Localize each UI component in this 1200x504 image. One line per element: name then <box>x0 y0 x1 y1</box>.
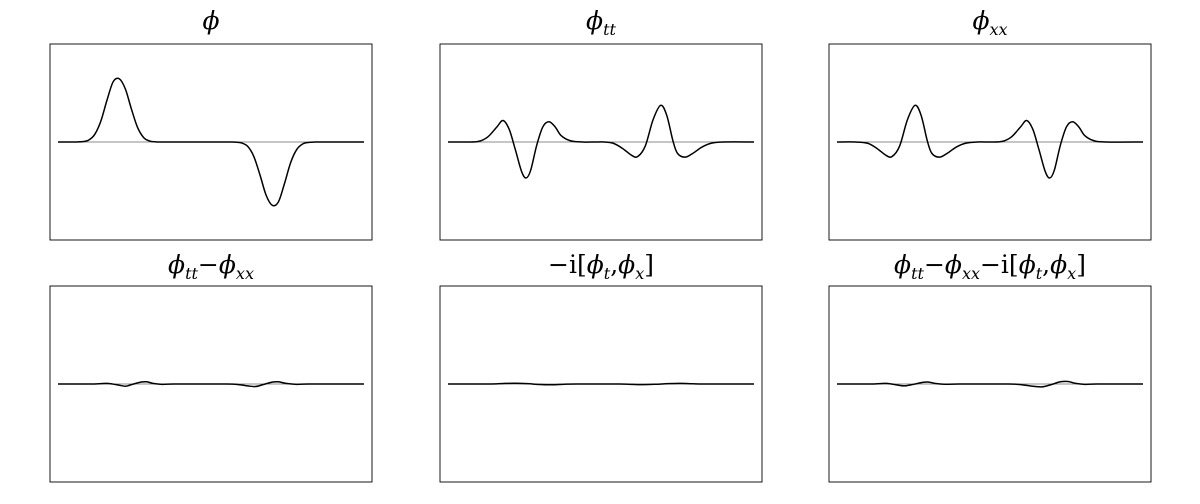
panel-4: ϕtt−ϕxx <box>49 250 373 483</box>
series-line-1 <box>57 380 365 388</box>
series-line-1 <box>58 77 364 207</box>
panel-title: ϕtt <box>586 6 616 39</box>
panel-title: ϕxx <box>972 6 1007 39</box>
panel-title: ϕtt−ϕxx−i[ϕt,ϕx] <box>894 250 1086 283</box>
series-line-1 <box>447 382 755 386</box>
panel-1: ϕ <box>49 6 373 241</box>
series-line-1 <box>447 104 755 179</box>
panel-title: ϕtt−ϕxx <box>168 250 254 283</box>
panel-title: ϕ <box>202 6 219 35</box>
panel-3: ϕxx <box>828 6 1152 241</box>
panel-5: −i[ϕt,ϕx] <box>439 250 763 483</box>
panel-6: ϕtt−ϕxx−i[ϕt,ϕx] <box>828 250 1152 483</box>
panel-2: ϕtt <box>439 6 763 241</box>
panel-title: −i[ϕt,ϕx] <box>548 250 654 283</box>
series-line-1 <box>836 104 1144 179</box>
series-line-1 <box>836 380 1144 388</box>
